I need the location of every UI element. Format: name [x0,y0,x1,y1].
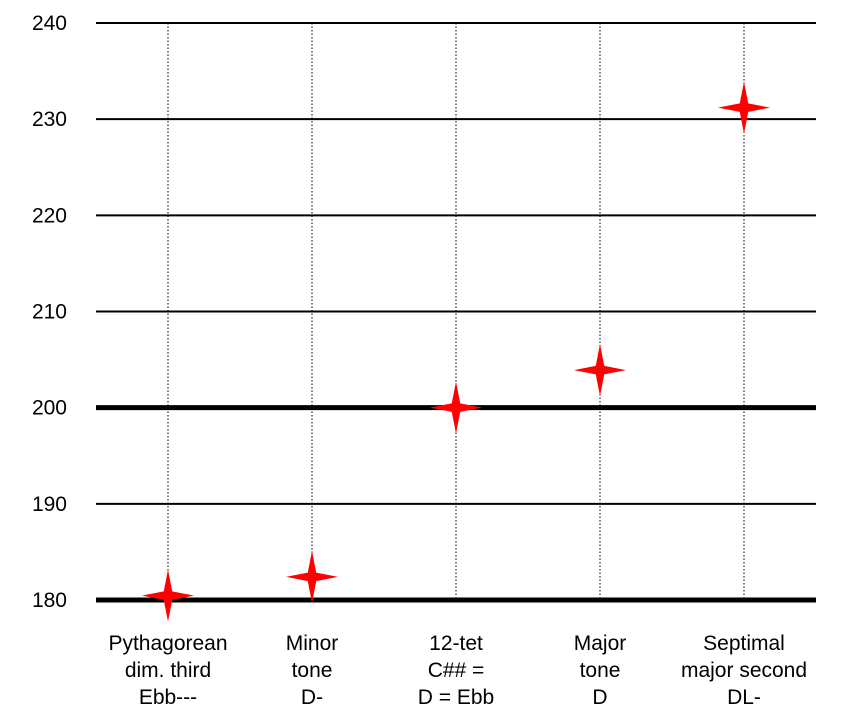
y-tick-label-220: 220 [32,204,67,227]
x-category-label-5-line-2: major second [681,659,807,682]
y-tick-label-240: 240 [32,12,67,35]
x-category-label-3-line-3: D = Ebb [418,686,494,709]
y-tick-label-230: 230 [32,108,67,131]
x-category-label-4-line-1: Major [574,632,627,655]
x-category-label-5-line-1: Septimal [703,632,785,655]
data-points [142,81,770,622]
x-category-label-3-line-1: 12-tet [429,632,483,655]
y-tick-label-200: 200 [32,397,67,420]
x-axis-category-labels: Pythagorean dim. third Ebb--- Minor tone D- 12… [108,632,807,709]
x-category-label-1-line-1: Pythagorean [108,632,227,655]
y-axis-tick-labels: 180 190 200 210 220 230 240 [32,12,67,612]
y-tick-label-210: 210 [32,301,67,324]
y-tick-label-180: 180 [32,589,67,612]
data-point-5 [718,81,770,134]
x-category-label-1-line-3: Ebb--- [139,686,197,709]
x-category-label-3-line-2: C## = [428,659,485,682]
x-category-label-2-line-1: Minor [286,632,339,655]
category-guide-lines [167,23,745,600]
data-point-4 [574,344,626,397]
data-point-2 [286,550,338,603]
x-category-label-2-line-3: D- [301,686,323,709]
data-point-3 [430,381,482,434]
x-category-label-1-line-2: dim. third [125,659,211,682]
x-category-label-4-line-3: D [592,686,607,709]
x-category-label-4-line-2: tone [580,659,621,682]
x-category-label-5-line-3: DL- [727,686,761,709]
y-tick-label-190: 190 [32,493,67,516]
x-category-label-2-line-2: tone [292,659,333,682]
data-point-1 [142,569,194,622]
